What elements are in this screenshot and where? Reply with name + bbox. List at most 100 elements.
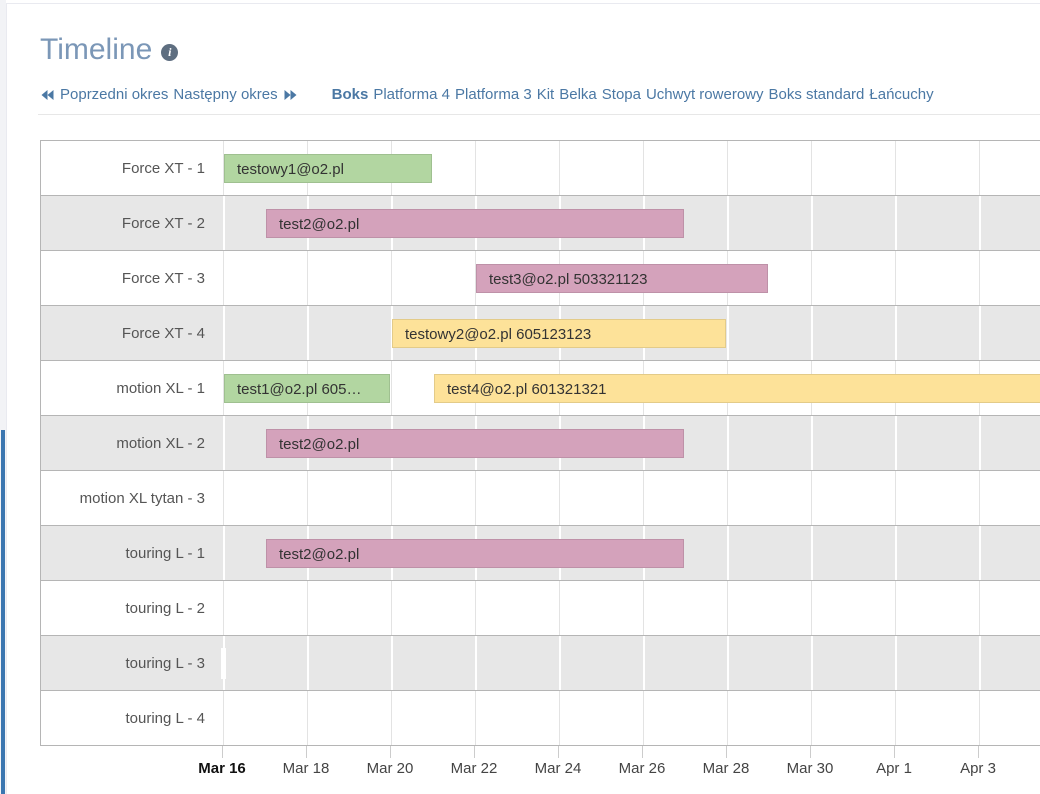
gridline: [307, 471, 308, 525]
booking-bar[interactable]: test2@o2.pl: [266, 429, 684, 458]
timeline-grid: Force XT - 1 testowy1@o2.pl Force XT - 2 te…: [40, 140, 1040, 746]
filter-link[interactable]: Stopa: [601, 86, 641, 103]
timeline-row[interactable]: touring L - 3: [41, 636, 1040, 691]
gridline: [559, 691, 560, 745]
gridline: [391, 361, 392, 415]
timeline-row[interactable]: Force XT - 2 test2@o2.pl: [41, 196, 1040, 251]
axis-date-label: Mar 18: [282, 760, 330, 777]
filter-link[interactable]: Uchwyt rowerowy: [645, 86, 764, 103]
gridline: [811, 196, 813, 250]
timeline-row[interactable]: touring L - 2: [41, 581, 1040, 636]
gridline: [895, 141, 896, 195]
filter-link[interactable]: Boks: [331, 86, 369, 103]
axis-tick: [558, 746, 559, 758]
timeline-row[interactable]: touring L - 4: [41, 691, 1040, 745]
filter-link[interactable]: Platforma 3: [455, 86, 532, 103]
timeline-row[interactable]: motion XL tytan - 3: [41, 471, 1040, 526]
gridline: [643, 691, 644, 745]
axis-tick: [306, 746, 307, 758]
gridline: [643, 581, 644, 635]
info-icon[interactable]: i: [161, 44, 179, 61]
filter-link[interactable]: Platforma 4: [373, 86, 451, 103]
booking-bar[interactable]: testowy2@o2.pl 605123123: [392, 319, 726, 348]
booking-bar[interactable]: test3@o2.pl 503321123: [476, 264, 768, 293]
gridline: [643, 471, 644, 525]
gridline: [307, 636, 309, 690]
gridline: [979, 306, 981, 360]
date-axis: Mar 16 Mar 18 Mar 20 Mar 22 Mar 24 Mar 26 Mar …: [40, 746, 1040, 794]
gridline: [223, 361, 224, 415]
row-label: motion XL - 2: [116, 434, 205, 452]
filter-link[interactable]: Łańcuchy: [869, 86, 934, 103]
gridline: [223, 526, 225, 580]
gridline: [727, 581, 728, 635]
gridline: [811, 526, 813, 580]
gridline: [895, 636, 897, 690]
timeline-row[interactable]: Force XT - 1 testowy1@o2.pl: [41, 141, 1040, 196]
page-header: Timeline i: [40, 33, 179, 67]
gridline: [559, 636, 561, 690]
gridline: [895, 581, 896, 635]
panel-border-left: [6, 3, 7, 794]
gridline: [727, 636, 729, 690]
timeline-row[interactable]: Force XT - 3 test3@o2.pl 503321123: [41, 251, 1040, 306]
gridline: [979, 141, 980, 195]
gridline: [727, 141, 728, 195]
row-label: touring L - 4: [125, 709, 206, 727]
row-label: Force XT - 4: [121, 324, 205, 342]
timeline-row[interactable]: motion XL - 2 test2@o2.pl: [41, 416, 1040, 471]
gridline: [223, 471, 224, 525]
gridline: [559, 471, 560, 525]
gridline: [223, 141, 224, 195]
prev-period-label: Poprzedni okres: [60, 86, 169, 103]
gridline: [223, 416, 225, 470]
gridline: [391, 636, 393, 690]
timeline-row[interactable]: touring L - 1 test2@o2.pl: [41, 526, 1040, 581]
filter-link[interactable]: Belka: [559, 86, 597, 103]
gridline: [475, 636, 477, 690]
axis-tick: [810, 746, 811, 758]
gridline: [979, 251, 980, 305]
axis-tick: [726, 746, 727, 758]
gridline: [895, 691, 896, 745]
row-label: Force XT - 3: [121, 269, 205, 287]
gridline: [895, 306, 897, 360]
gridline: [895, 471, 896, 525]
gridline: [979, 691, 980, 745]
gridline: [811, 581, 812, 635]
row-label: touring L - 1: [125, 544, 206, 562]
panel-border-top: [6, 3, 1040, 4]
axis-date-label: Mar 26: [618, 760, 666, 777]
filter-link[interactable]: Boks standard: [768, 86, 865, 103]
timeline-row[interactable]: motion XL - 1 test1@o2.pl 605… test4@o2.pl…: [41, 361, 1040, 416]
booking-bar[interactable]: test2@o2.pl: [266, 539, 684, 568]
axis-date-label: Mar 24: [534, 760, 582, 777]
filter-link[interactable]: Kit: [536, 86, 555, 103]
gridline: [307, 581, 308, 635]
gridline: [979, 526, 981, 580]
axis-tick: [390, 746, 391, 758]
gridline: [643, 636, 645, 690]
gridline: [811, 251, 812, 305]
axis-date-label: Apr 3: [960, 760, 996, 777]
left-accent-strip: [1, 430, 5, 794]
row-label: motion XL - 1: [116, 379, 205, 397]
gridline: [307, 306, 309, 360]
gridline: [811, 691, 812, 745]
gridline: [475, 471, 476, 525]
booking-bar[interactable]: test4@o2.pl 601321321: [434, 374, 1040, 403]
axis-tick: [978, 746, 979, 758]
next-period-link[interactable]: Następny okres: [173, 86, 297, 103]
prev-period-link[interactable]: Poprzedni okres: [40, 86, 168, 103]
axis-date-label: Mar 22: [450, 760, 498, 777]
row-label: motion XL tytan - 3: [79, 489, 205, 507]
booking-bar[interactable]: test1@o2.pl 605…: [224, 374, 390, 403]
timeline-row[interactable]: Force XT - 4 testowy2@o2.pl 605123123: [41, 306, 1040, 361]
booking-bar[interactable]: test2@o2.pl: [266, 209, 684, 238]
row-label: touring L - 2: [125, 599, 206, 617]
gridline: [811, 471, 812, 525]
axis-tick: [474, 746, 475, 758]
booking-bar[interactable]: testowy1@o2.pl: [224, 154, 432, 183]
gridline: [391, 471, 392, 525]
